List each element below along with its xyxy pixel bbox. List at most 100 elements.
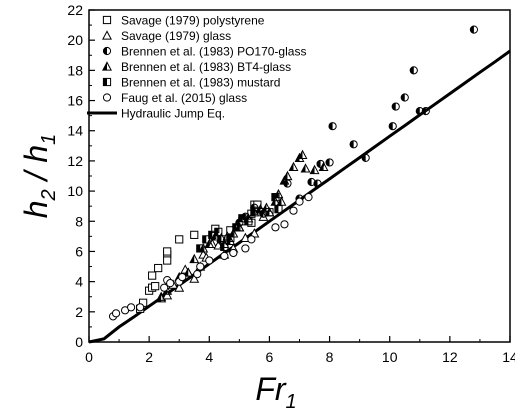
data-point-fill xyxy=(410,66,414,74)
data-point xyxy=(205,256,214,265)
data-point xyxy=(193,269,202,279)
data-point-shape xyxy=(178,273,187,282)
data-point-shape xyxy=(409,66,418,75)
data-point-fill xyxy=(401,93,405,102)
data-point-shape xyxy=(264,207,275,217)
data-point-shape xyxy=(318,161,329,172)
data-point-fill xyxy=(313,179,318,188)
legend-label: Brennen et al. (1983) BT4-glass xyxy=(121,60,291,74)
plot-marks xyxy=(88,25,511,344)
data-point-fill xyxy=(196,244,201,253)
legend-label: Brennen et al. (1983) mustard xyxy=(121,76,280,90)
data-point xyxy=(166,279,175,288)
legend-marker-fill xyxy=(103,47,107,55)
y-axis-title-h1: h xyxy=(18,145,54,163)
data-point xyxy=(325,158,334,167)
data-point-shape xyxy=(244,217,253,226)
data-point-fill xyxy=(271,193,276,201)
data-point-shape xyxy=(388,122,397,131)
data-point-shape xyxy=(111,309,121,318)
data-point-shape xyxy=(250,206,259,215)
data-point-shape xyxy=(289,206,298,215)
data-point xyxy=(163,247,172,256)
x-axis-ticks: 0 2 4 6 8 10 12 14 xyxy=(85,336,515,365)
legend-label: Brennen et al. (1983) PO170-glass xyxy=(121,45,306,59)
data-point xyxy=(304,193,313,202)
data-point xyxy=(241,244,250,253)
data-point xyxy=(300,163,311,173)
data-point xyxy=(247,235,256,244)
data-point xyxy=(271,223,280,232)
data-point xyxy=(190,230,199,239)
data-point xyxy=(274,205,283,214)
data-point-shape xyxy=(241,244,250,253)
data-point-shape xyxy=(156,293,167,303)
data-point xyxy=(229,248,238,258)
data-point-shape xyxy=(189,253,200,264)
data-point xyxy=(328,122,337,131)
data-point xyxy=(421,107,430,116)
x-tick-label: 12 xyxy=(442,349,458,365)
y-tick-label: 12 xyxy=(67,153,83,169)
y-axis-title-h2-sub: 2 xyxy=(38,189,60,201)
data-point-fill xyxy=(202,235,207,243)
data-point xyxy=(111,309,121,318)
data-point-shape xyxy=(288,161,299,172)
data-point xyxy=(148,271,157,280)
y-tick-label: 16 xyxy=(67,93,83,109)
data-point-fill xyxy=(208,231,213,239)
data-point-shape xyxy=(271,193,280,202)
y-axis-ticks: 0 2 4 6 8 10 12 14 16 18 20 22 xyxy=(67,2,95,350)
data-point xyxy=(391,102,400,111)
data-point xyxy=(196,262,205,271)
legend-marker-shape xyxy=(102,77,112,87)
data-point-shape xyxy=(469,25,479,34)
legend-marker-shape xyxy=(102,61,112,71)
x-tick-label: 10 xyxy=(382,349,398,365)
legend-marker-shape xyxy=(102,15,112,25)
data-point-fill xyxy=(416,107,420,115)
data-point xyxy=(282,170,293,181)
data-point xyxy=(295,197,304,206)
data-point xyxy=(220,251,229,261)
data-point-shape xyxy=(300,163,311,173)
y-tick-label: 22 xyxy=(67,2,83,18)
legend-marker-shape xyxy=(102,93,112,102)
data-point-fill xyxy=(244,217,249,225)
data-point-shape xyxy=(349,140,358,149)
data-point-shape xyxy=(309,164,320,175)
data-point-shape xyxy=(274,205,283,214)
x-tick-label: 8 xyxy=(326,349,334,365)
data-point-shape xyxy=(166,279,175,288)
data-point-shape xyxy=(193,269,202,279)
data-point xyxy=(289,206,298,215)
data-point-shape xyxy=(247,235,256,244)
legend-marker-shape xyxy=(102,46,112,56)
data-point xyxy=(136,303,145,312)
data-point-fill xyxy=(238,214,243,222)
legend-marker xyxy=(102,61,112,71)
data-point-shape xyxy=(421,107,430,116)
x-tick-label: 14 xyxy=(502,349,515,365)
data-point-shape xyxy=(279,175,290,185)
data-point-shape xyxy=(229,248,238,258)
data-point-fill xyxy=(250,207,255,215)
data-point-fill xyxy=(328,122,333,130)
data-point xyxy=(174,282,185,292)
data-point xyxy=(288,161,299,172)
data-point xyxy=(469,25,479,34)
data-point-shape xyxy=(226,233,235,242)
data-point-shape xyxy=(220,242,229,252)
data-point-shape xyxy=(282,170,293,181)
data-point-fill xyxy=(274,205,279,213)
data-point-shape xyxy=(148,271,157,280)
y-tick-label: 2 xyxy=(75,304,83,320)
data-point-shape xyxy=(228,228,239,238)
data-point-shape xyxy=(325,158,334,167)
series-4 xyxy=(196,193,283,253)
legend-marker-shape xyxy=(102,30,112,40)
data-point-shape xyxy=(163,256,172,265)
data-point-shape xyxy=(151,282,160,291)
